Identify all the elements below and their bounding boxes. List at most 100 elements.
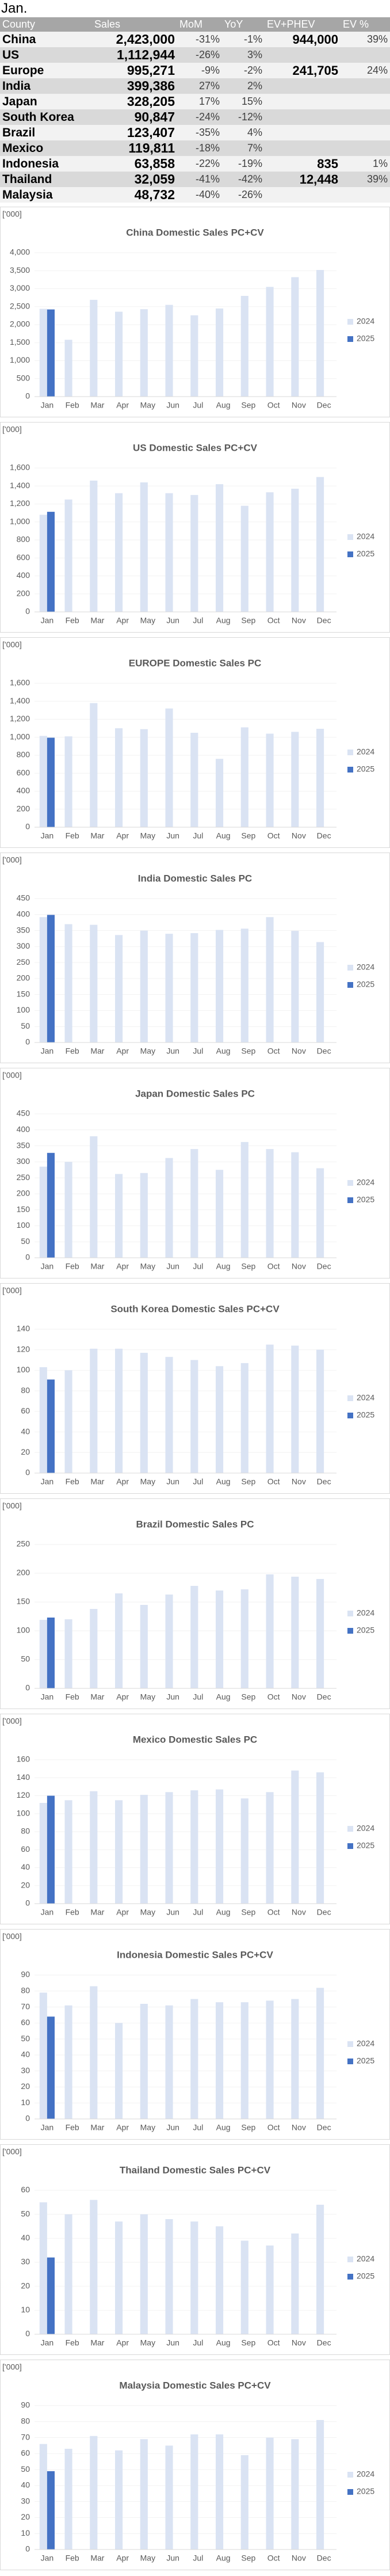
bar: [47, 1379, 55, 1473]
x-tick-label: Nov: [292, 401, 306, 410]
header-cell: EV %: [341, 17, 390, 32]
bar: [216, 1789, 224, 1904]
chart-title: India Domestic Sales PC: [138, 873, 252, 884]
bar: [266, 1574, 274, 1688]
y-tick-label: 300: [17, 1156, 30, 1166]
x-tick-label: Mar: [90, 1908, 104, 1917]
bar: [291, 931, 299, 1042]
y-tick-label: 1,400: [10, 481, 30, 490]
bar: [165, 1357, 173, 1473]
x-tick-label: Mar: [90, 1477, 104, 1486]
x-tick-label: Jun: [166, 831, 179, 840]
bar: [240, 1363, 248, 1473]
table-cell: [341, 94, 390, 109]
x-tick-label: Jan: [41, 1692, 54, 1702]
legend-label: 2025: [357, 334, 374, 343]
table-row: Thailand 32,059 -41% -42% 12,448 39%: [0, 172, 390, 187]
y-tick-label: 350: [17, 925, 30, 934]
legend-swatch: [347, 2257, 353, 2262]
bar: [240, 2240, 248, 2334]
x-tick-label: May: [140, 616, 155, 625]
y-tick-label: 0: [25, 822, 30, 831]
bar: [39, 736, 47, 827]
table-cell: South Korea: [0, 109, 92, 125]
y-tick-label: 150: [17, 989, 30, 998]
y-tick-label: 4,000: [10, 248, 30, 257]
x-tick-label: May: [140, 401, 155, 410]
table-cell: 2%: [222, 78, 265, 94]
y-tick-label: 60: [21, 2448, 30, 2457]
y-axis-label: ['000]: [2, 1717, 22, 1726]
table-cell: -31%: [177, 32, 222, 47]
bar: [216, 484, 224, 612]
chart: ['000] Japan Domestic Sales PC 0 50 100 150 20…: [0, 1068, 390, 1279]
bar: [165, 934, 173, 1042]
table-cell: 39%: [341, 32, 390, 47]
legend-swatch: [347, 534, 353, 540]
y-tick-label: 100: [17, 1626, 30, 1635]
x-tick-label: Jul: [193, 401, 203, 410]
bar: [39, 309, 47, 397]
bar: [165, 1595, 173, 1688]
header-row: County Sales MoM YoY EV+PHEV EV %: [0, 17, 390, 32]
bar: [240, 2002, 248, 2119]
bar: [190, 933, 198, 1042]
x-tick-label: Feb: [66, 1692, 79, 1702]
table-cell: US: [0, 47, 92, 63]
y-tick-label: 1,200: [10, 499, 30, 508]
table-cell: [341, 109, 390, 125]
table-cell: China: [0, 32, 92, 47]
chart: ['000] Mexico Domestic Sales PC 0 20 40 60 80 1…: [0, 1714, 390, 1924]
x-tick-label: Feb: [66, 1047, 79, 1056]
y-tick-label: 20: [21, 2281, 30, 2290]
y-tick-label: 0: [25, 1683, 30, 1692]
x-tick-label: Jul: [193, 2338, 203, 2347]
x-tick-label: Jan: [41, 2338, 54, 2347]
table-cell: [341, 125, 390, 140]
y-tick-label: 20: [21, 2512, 30, 2521]
bar: [291, 2439, 299, 2550]
table-cell: -2%: [222, 63, 265, 78]
chart: ['000] Thailand Domestic Sales PC+CV 0 10 20…: [0, 2144, 390, 2355]
bar: [316, 942, 324, 1042]
x-tick-label: Jul: [193, 1692, 203, 1702]
y-tick-label: 50: [21, 1021, 30, 1030]
bar: [115, 2221, 123, 2334]
y-tick-label: 200: [17, 588, 30, 598]
x-tick-label: Mar: [90, 401, 104, 410]
bar: [190, 1999, 198, 2119]
x-tick-label: Nov: [292, 2123, 306, 2132]
x-tick-label: Oct: [267, 1477, 280, 1486]
x-tick-label: Oct: [267, 2554, 280, 2563]
y-tick-label: 120: [17, 1790, 30, 1799]
x-tick-label: Aug: [216, 401, 231, 410]
y-tick-label: 80: [21, 1386, 30, 1395]
bar: [64, 1619, 72, 1688]
x-tick-label: Nov: [292, 831, 306, 840]
bar: [140, 729, 148, 827]
chart: ['000] EUROPE Domestic Sales PC 0 200 400 600…: [0, 637, 390, 848]
y-tick-label: 0: [25, 607, 30, 616]
y-tick-label: 40: [21, 1862, 30, 1871]
x-tick-label: Apr: [116, 2338, 129, 2347]
bar: [64, 2449, 72, 2550]
legend-swatch: [347, 749, 353, 755]
y-tick-label: 50: [21, 2209, 30, 2218]
legend-label: 2024: [357, 2470, 374, 2479]
chart: ['000] South Korea Domestic Sales PC+CV 0 2…: [0, 1283, 390, 1494]
x-tick-label: Apr: [116, 1908, 129, 1917]
y-tick-label: 200: [17, 804, 30, 813]
y-tick-label: 600: [17, 553, 30, 562]
bar: [140, 2004, 148, 2119]
x-tick-label: Mar: [90, 1262, 104, 1271]
header-cell: EV+PHEV: [265, 17, 341, 32]
x-tick-label: Mar: [90, 1692, 104, 1702]
bar: [266, 2437, 274, 2550]
table-cell: -9%: [177, 63, 222, 78]
legend-swatch: [347, 1395, 353, 1401]
x-tick-label: Aug: [216, 1262, 231, 1271]
x-tick-label: Jan: [41, 401, 54, 410]
x-tick-label: Nov: [292, 2554, 306, 2563]
x-tick-label: Aug: [216, 2123, 231, 2132]
